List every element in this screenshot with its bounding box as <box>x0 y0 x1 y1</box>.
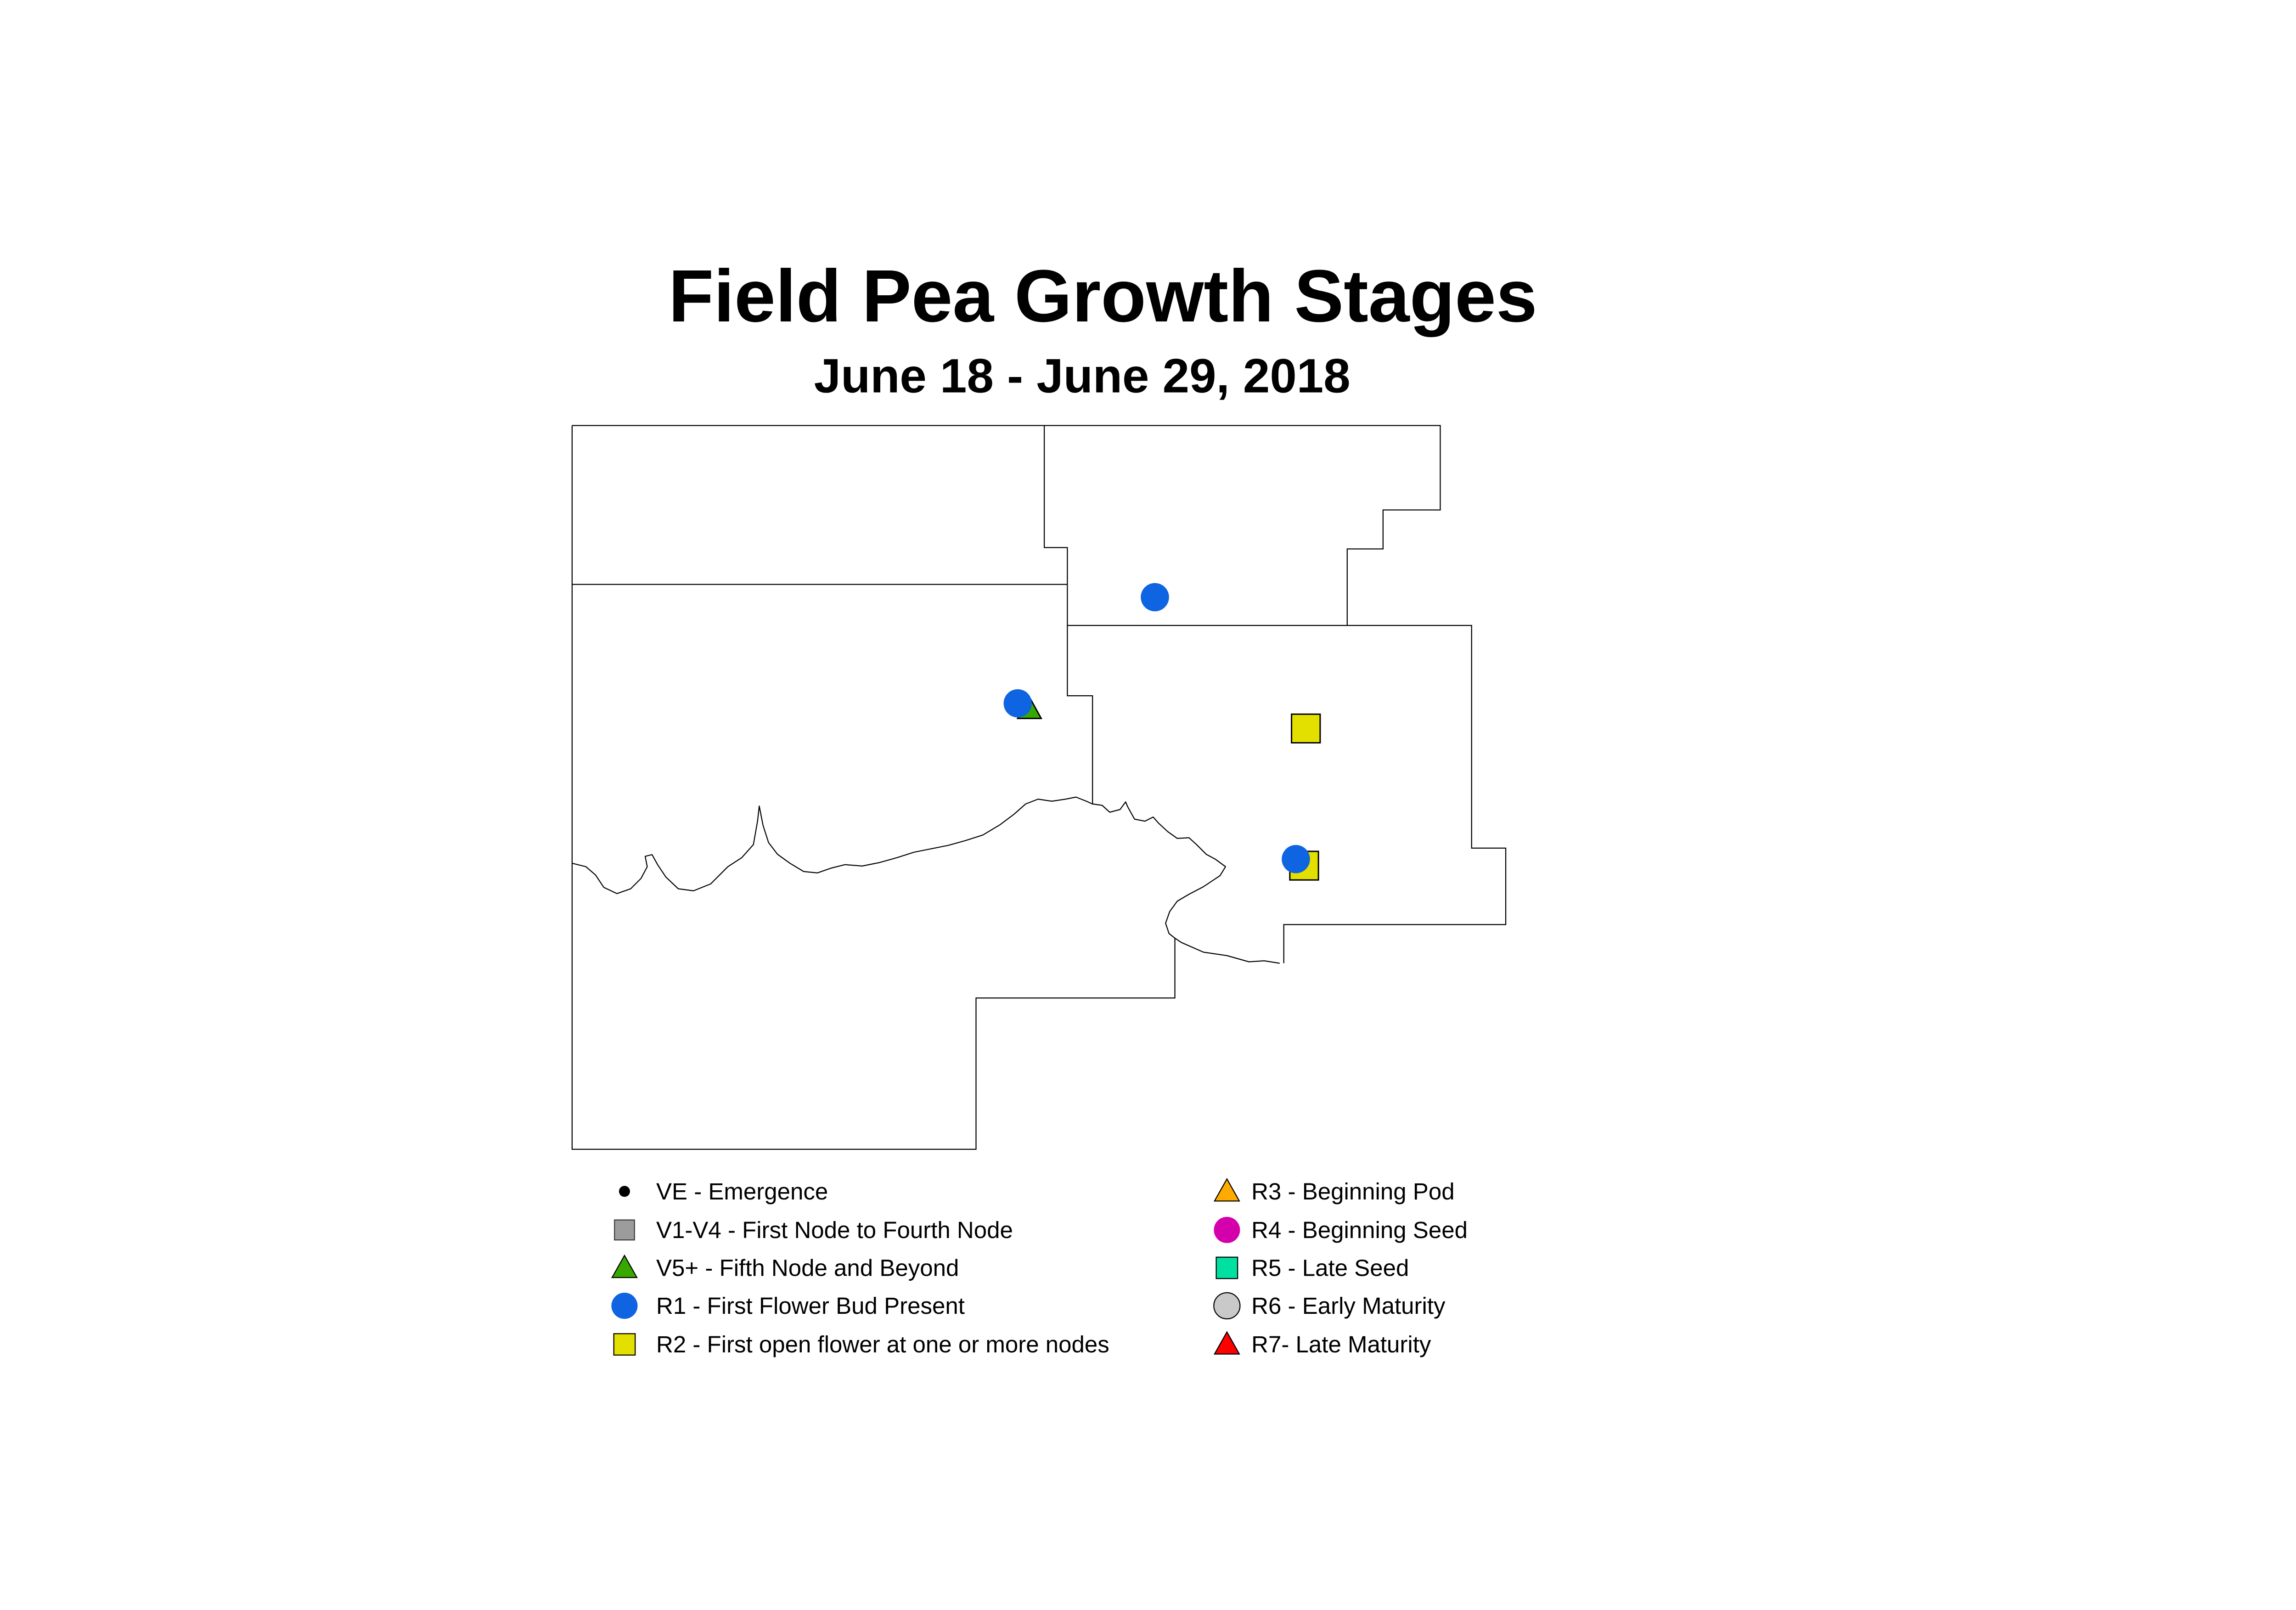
legend-item-r6: R6 - Early Maturity <box>1213 1292 1446 1320</box>
legend-label-r4: R4 - Beginning Seed <box>1251 1217 1468 1243</box>
map-marker-r1 <box>1282 845 1310 873</box>
legend-label-r6: R6 - Early Maturity <box>1251 1293 1446 1319</box>
ve-emergence-icon <box>619 1186 630 1197</box>
r6-early-maturity-icon <box>1213 1292 1241 1320</box>
county-boundary-central-vertical <box>1043 425 1093 804</box>
legend-label-v5plus: V5+ - Fifth Node and Beyond <box>656 1255 959 1281</box>
page-title: Field Pea Growth Stages <box>669 255 1537 338</box>
legend-label-r7: R7- Late Maturity <box>1251 1331 1431 1357</box>
map-marker-r1 <box>1141 583 1169 612</box>
map-marker-r2 <box>1291 713 1321 744</box>
map-marker-r1 <box>1003 689 1032 718</box>
r5-late-seed-icon <box>1216 1256 1238 1279</box>
legend-label-r1: R1 - First Flower Bud Present <box>656 1293 965 1319</box>
legend-label-r2: R2 - First open flower at one or more no… <box>656 1331 1109 1357</box>
r1-flower-bud-icon <box>611 1292 638 1319</box>
r4-beginning-seed-icon <box>1214 1216 1240 1243</box>
legend-label-ve: VE - Emergence <box>656 1178 828 1205</box>
legend-label-v1v4: V1-V4 - First Node to Fourth Node <box>656 1217 1013 1243</box>
legend-left-column: VE - Emergence V1-V4 - First Node to Fou… <box>611 1178 1109 1357</box>
county-boundary-outer <box>571 425 1507 1150</box>
legend-item-r5: R5 - Late Seed <box>1216 1255 1409 1281</box>
legend-item-r4: R4 - Beginning Seed <box>1214 1216 1468 1243</box>
v1-v4-node-icon <box>614 1219 635 1241</box>
legend-label-r3: R3 - Beginning Pod <box>1251 1178 1454 1205</box>
r2-open-flower-icon <box>613 1333 636 1356</box>
legend-item-r2: R2 - First open flower at one or more no… <box>613 1331 1109 1357</box>
v5plus-node-icon <box>611 1254 638 1278</box>
legend-item-r1: R1 - First Flower Bud Present <box>611 1292 965 1319</box>
page-subtitle: June 18 - June 29, 2018 <box>814 349 1351 403</box>
legend-item-r7: R7- Late Maturity <box>1213 1331 1431 1357</box>
legend-item-v1v4: V1-V4 - First Node to Fourth Node <box>614 1217 1013 1243</box>
legend-item-v5plus: V5+ - Fifth Node and Beyond <box>611 1254 959 1281</box>
legend-item-r3: R3 - Beginning Pod <box>1213 1178 1455 1205</box>
legend-item-ve: VE - Emergence <box>619 1178 828 1205</box>
county-map <box>571 425 1507 1150</box>
r7-late-maturity-icon <box>1213 1331 1240 1355</box>
legend-right-column: R3 - Beginning Pod R4 - Beginning Seed R… <box>1213 1178 1468 1357</box>
r3-beginning-pod-icon <box>1213 1178 1240 1202</box>
river-line <box>571 796 1280 964</box>
map-markers <box>1003 583 1321 881</box>
legend-label-r5: R5 - Late Seed <box>1251 1255 1409 1281</box>
